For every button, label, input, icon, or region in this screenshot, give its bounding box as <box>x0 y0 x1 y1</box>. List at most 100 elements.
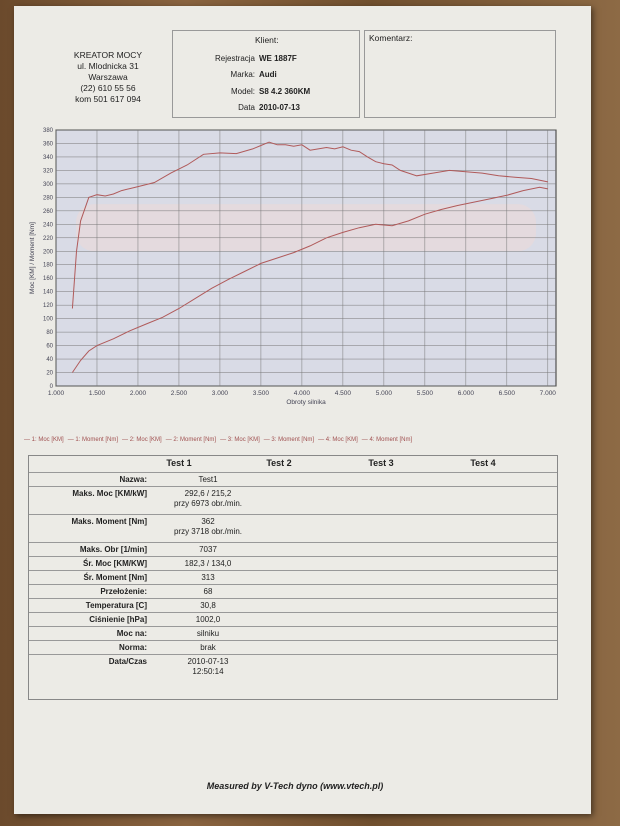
results-row-label: Ciśnienie [hPa] <box>89 615 147 624</box>
results-row: Norma: brak <box>29 640 557 655</box>
results-row: Data/Czas 2010-07-13 12:50:14 <box>29 654 557 683</box>
x-tick-label: 1.500 <box>89 390 106 397</box>
y-tick-label: 60 <box>46 344 53 350</box>
results-row-value: 2010-07-13 12:50:14 <box>187 657 229 676</box>
comment-box: Komentarz: <box>364 30 556 118</box>
legend-entry: — 4: Moc [KM] <box>318 437 358 443</box>
y-axis-label: Moc [KM] / Moment [Nm] <box>29 222 36 294</box>
y-tick-label: 100 <box>43 317 54 323</box>
client-title: Klient: <box>255 35 279 45</box>
results-row: Temperatura [C] 30,8 <box>29 598 557 613</box>
company-name: KREATOR MOCY <box>73 50 143 60</box>
results-row-label: Nazwa: <box>119 475 147 484</box>
y-tick-label: 360 <box>43 141 54 147</box>
footer-note: Measured by V-Tech dyno (www.vtech.pl) <box>206 781 384 791</box>
y-tick-label: 140 <box>43 290 54 296</box>
results-row-value: 182,3 / 134,0 <box>184 559 232 568</box>
dyno-chart-svg: 0 20 40 60 80 100 120 140 160 180 200 220 240 260 280 3… <box>29 128 557 406</box>
company-phone: (22) 610 55 56 <box>80 83 136 93</box>
results-row-label: Norma: <box>118 643 147 652</box>
y-tick-label: 240 <box>43 222 54 228</box>
legend-entry: — 1: Moment [Nm] <box>67 437 119 443</box>
results-header: Test 1 <box>166 458 192 468</box>
results-row-value: 30,8 <box>200 601 216 610</box>
results-row-value: 313 <box>201 573 215 582</box>
results-row: Maks. Moment [Nm] 362 przy 3718 obr./min. <box>29 514 557 543</box>
client-value: S8 4.2 360KM <box>259 87 311 96</box>
results-row: Maks. Moc [KM/kW] 292,6 / 215,2 przy 6973 … <box>29 486 557 515</box>
results-row-label: Przełożenie: <box>100 587 147 596</box>
results-row-value: 362 przy 3718 obr./min. <box>173 517 243 536</box>
x-tick-label: 3.000 <box>212 390 229 397</box>
comment-label: Komentarz: <box>369 33 413 43</box>
results-header: Test 2 <box>266 458 292 468</box>
x-tick-label: 2.500 <box>171 390 188 397</box>
client-value: 2010-07-13 <box>259 103 300 112</box>
company-city: Warszawa <box>88 72 128 82</box>
series-line-1 <box>71 141 548 309</box>
y-tick-label: 320 <box>43 168 54 174</box>
x-tick-label: 5.500 <box>417 390 434 397</box>
results-row-label: Temperatura [C] <box>85 601 147 610</box>
client-value: WE 1887F <box>259 54 297 63</box>
company-header: KREATOR MOCY ul. Mlodnicka 31 Warszawa (… <box>50 50 166 105</box>
client-value: Audi <box>259 70 277 79</box>
y-tick-label: 80 <box>46 330 53 336</box>
x-tick-label: 4.500 <box>335 390 352 397</box>
legend-entry: — 4: Moment [Nm] <box>361 437 413 443</box>
company-mobile: kom 501 617 094 <box>75 94 141 104</box>
y-tick-label: 180 <box>43 263 54 269</box>
results-row-value: brak <box>200 643 216 652</box>
client-label: Rejestracja <box>214 54 255 63</box>
dyno-chart: 0 20 40 60 80 100 120 140 160 180 200 220 240 260 280 3… <box>14 122 564 422</box>
client-label: Model: <box>230 87 255 96</box>
company-street: ul. Mlodnicka 31 <box>77 61 139 71</box>
y-tick-label: 220 <box>43 236 54 242</box>
x-tick-label: 7.000 <box>540 390 557 397</box>
results-header: Test 4 <box>470 458 496 468</box>
results-header: Test 3 <box>368 458 394 468</box>
results-row-label: Moc na: <box>116 629 147 638</box>
results-row: Moc na: silniku <box>29 626 557 641</box>
chart-legend: — 1: Moc [KM] — 1: Moment [Nm] — 2: Moc [K… <box>24 437 564 447</box>
results-row-label: Maks. Obr [1/min] <box>79 545 147 554</box>
y-tick-label: 340 <box>43 155 54 161</box>
results-row-value: 68 <box>203 587 213 596</box>
legend-entry: — 3: Moc [KM] <box>220 437 260 443</box>
x-tick-label: 6.000 <box>458 390 475 397</box>
results-row: Śr. Moment [Nm] 313 <box>29 570 557 585</box>
results-row: Nazwa: Test1 <box>29 472 557 487</box>
x-tick-label: 5.000 <box>376 390 393 397</box>
x-tick-label: 6.500 <box>499 390 516 397</box>
results-row: Ciśnienie [hPa] 1002,0 <box>29 612 557 627</box>
legend-entry: — 3: Moment [Nm] <box>263 437 315 443</box>
results-row-value: 7037 <box>199 545 217 554</box>
y-tick-label: 20 <box>46 371 53 377</box>
results-row-label: Maks. Moc [KM/kW] <box>72 489 147 498</box>
x-tick-label: 1.000 <box>48 390 65 397</box>
y-tick-label: 160 <box>43 276 54 282</box>
results-row-value: 1002,0 <box>195 615 221 624</box>
legend-entry: — 2: Moment [Nm] <box>165 437 217 443</box>
y-tick-label: 260 <box>43 209 54 215</box>
x-tick-label: 4.000 <box>294 390 311 397</box>
results-row: Maks. Obr [1/min] 7037 <box>29 542 557 557</box>
y-tick-label: 280 <box>43 195 54 201</box>
results-row-label: Data/Czas <box>108 657 147 666</box>
plot-area <box>55 129 557 387</box>
series-line-2 <box>71 186 548 373</box>
results-row-label: Śr. Moc [KM/KW] <box>83 559 147 568</box>
results-row-value: 292,6 / 215,2 przy 6973 obr./min. <box>173 489 243 508</box>
x-tick-label: 2.000 <box>130 390 147 397</box>
results-row: Śr. Moc [KM/KW] 182,3 / 134,0 <box>29 556 557 571</box>
client-label: Marka: <box>230 70 255 79</box>
client-label: Data <box>238 103 255 112</box>
legend-entry: — 2: Moc [KM] <box>122 437 162 443</box>
results-table: Test 1 Test 2 Test 3 Test 4 Nazwa: Test1 Maks.… <box>28 455 558 700</box>
x-tick-label: 3.500 <box>253 390 270 397</box>
y-tick-label: 120 <box>43 303 54 309</box>
results-row: Przełożenie: 68 <box>29 584 557 599</box>
y-tick-label: 300 <box>43 182 54 188</box>
y-tick-label: 200 <box>43 249 54 255</box>
results-row-value: Test1 <box>198 475 218 484</box>
